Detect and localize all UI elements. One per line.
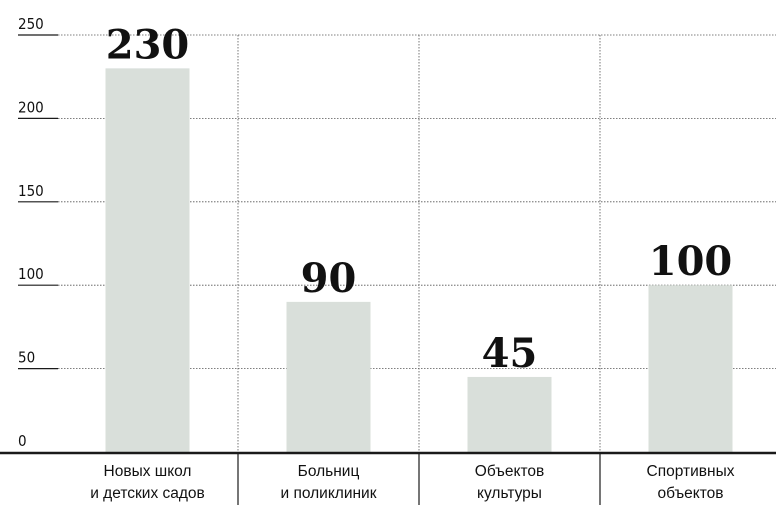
axis-layer <box>0 451 776 505</box>
y-tick-label: 0 <box>18 432 27 450</box>
y-tick-label: 250 <box>18 15 44 33</box>
x-category-label: Больниц <box>298 463 360 480</box>
x-category-label: и поликлиник <box>281 485 377 502</box>
bar-value-label: 230 <box>106 21 190 68</box>
x-category-label: Объектов <box>475 463 544 480</box>
bar <box>648 285 733 452</box>
bar-value-label: 45 <box>482 330 538 377</box>
labels-layer: 0 50 100 150 200 250 230 90 45 100 Новых школ и дет… <box>18 15 735 502</box>
x-category-label: Спортивных <box>647 463 735 480</box>
y-tick-label: 100 <box>18 265 44 283</box>
bar-value-label: 100 <box>649 238 733 285</box>
bar <box>286 301 371 452</box>
y-tick-label: 50 <box>18 349 35 367</box>
y-tick-label: 150 <box>18 182 44 200</box>
y-tick-label: 200 <box>18 98 44 116</box>
x-category-label: и детских садов <box>90 485 205 502</box>
bar <box>467 376 552 452</box>
x-category-label: культуры <box>477 485 542 502</box>
bar-value-label: 90 <box>301 255 357 302</box>
x-category-label: Новых школ <box>104 463 192 480</box>
bar <box>105 68 190 453</box>
x-category-label: объектов <box>657 485 723 502</box>
bars-layer <box>105 68 733 453</box>
